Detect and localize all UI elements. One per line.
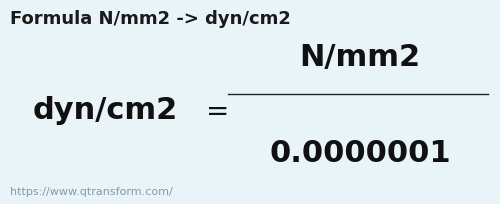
- Text: =: =: [206, 97, 229, 125]
- Text: Formula N/mm2 -> dyn/cm2: Formula N/mm2 -> dyn/cm2: [10, 10, 291, 28]
- Text: 0.0000001: 0.0000001: [269, 139, 451, 167]
- Text: N/mm2: N/mm2: [300, 43, 420, 72]
- Text: https://www.qtransform.com/: https://www.qtransform.com/: [10, 186, 173, 196]
- Text: dyn/cm2: dyn/cm2: [32, 96, 178, 125]
